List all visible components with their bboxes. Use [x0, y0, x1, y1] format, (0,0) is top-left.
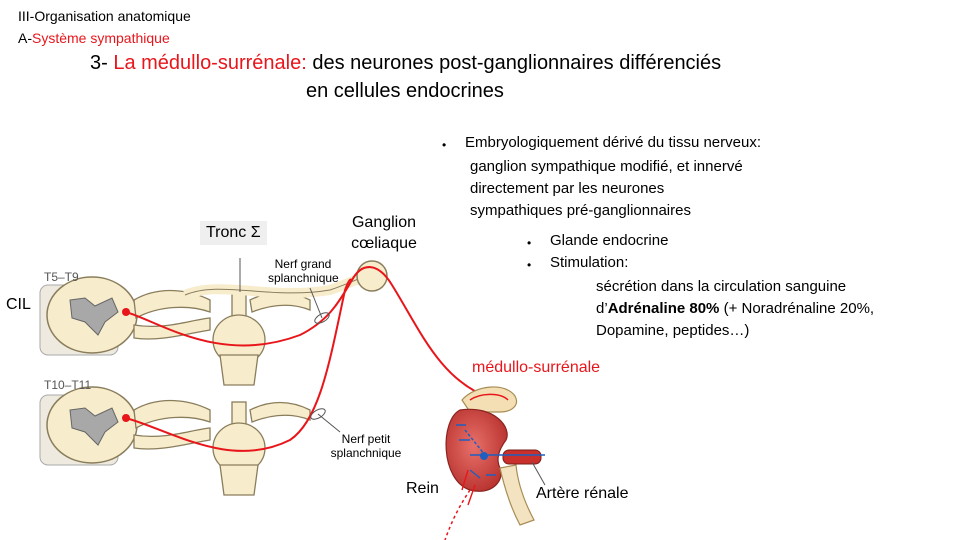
red-fiber-dashed: [444, 489, 471, 540]
label-rein: Rein: [406, 480, 439, 497]
bullet-1-line4: sympathiques pré-ganglionnaires: [470, 202, 691, 219]
bullet-3-detail-line2: d’Adrénaline 80% (+ Noradrénaline 20%,: [596, 298, 874, 320]
breadcrumb-prefix: A-: [18, 30, 32, 46]
detail-rest: (+ Noradrénaline 20%,: [719, 300, 875, 317]
label-nerf-petit-line1: Nerf petit: [341, 432, 391, 446]
blue-nerve-dashed: [464, 429, 486, 456]
label-cil: CIL: [6, 296, 31, 313]
spinal-cord-lower: [39, 386, 211, 466]
leader-nerf-petit: [317, 413, 341, 433]
bullet-3-detail-line3: Dopamine, peptides…): [596, 322, 750, 339]
red-nerve-marks: [461, 469, 476, 506]
preganglionic-fiber-upper: [125, 266, 491, 399]
ureter: [499, 464, 535, 526]
title-number: 3-: [90, 52, 114, 74]
kidney-group: [444, 386, 545, 540]
bullet-dot-2: •: [527, 236, 532, 250]
adrenal-gland: [461, 386, 518, 413]
breadcrumb-subsection: A-Système sympathique: [18, 30, 170, 46]
label-artere-renale: Artère rénale: [536, 485, 629, 502]
breadcrumb-line1: III-Organisation anatomique: [18, 8, 191, 24]
label-nerf-grand-line1: Nerf grand: [274, 257, 332, 271]
adrenal-medulla-fibers: [469, 393, 509, 401]
nerve-bundle-upper-outline: [184, 275, 367, 296]
bullet-1-line1: Embryologiquement dérivé du tissu nerveu…: [465, 134, 761, 151]
leader-artere: [531, 461, 546, 486]
nerve-loop-petit: [310, 408, 326, 420]
breadcrumb-section: III-Organisation anatomique: [18, 8, 191, 24]
spinal-cord-upper: [39, 276, 211, 356]
label-ganglion-line1: Ganglion: [351, 214, 417, 231]
renal-artery: [502, 449, 542, 465]
label-nerf-grand: Nerf grand splanchnique: [268, 257, 339, 285]
breadcrumb-red: Système sympathique: [32, 30, 170, 46]
nerve-loop-grand: [314, 312, 330, 324]
detail-prefix: d’: [596, 300, 608, 317]
label-tronc: Tronc Σ: [200, 221, 267, 245]
title-red-part: La médullo-surrénale:: [113, 52, 307, 74]
sympathetic-trunk-lower: [212, 401, 311, 496]
label-nerf-petit: Nerf petit splanchnique: [326, 432, 406, 460]
label-nerf-grand-line2: splanchnique: [268, 271, 339, 285]
leader-nerf-grand: [309, 287, 323, 319]
page-title: 3- La médullo-surrénale: des neurones po…: [90, 52, 721, 75]
sympathetic-trunk-upper: [212, 291, 311, 386]
bullet-1-line2: ganglion sympathique modifié, et innervé: [470, 158, 743, 175]
blue-ganglion-dot: [480, 452, 488, 460]
adrenaline-bold: Adrénaline 80%: [607, 300, 720, 317]
bullet-2: Glande endocrine: [550, 232, 669, 249]
preganglionic-fiber-lower: [125, 278, 353, 452]
page-title-line2: en cellules endocrines: [306, 80, 504, 102]
label-t5-t9: T5–T9: [44, 270, 79, 284]
label-medullo-surrenale: médullo-surrénale: [472, 359, 601, 376]
label-ganglion-line2: cœliaque: [351, 235, 417, 252]
kidney: [445, 408, 508, 492]
bullet-3: Stimulation:: [550, 254, 629, 271]
title-rest: des neurones post-ganglionnaires différe…: [306, 52, 722, 74]
label-nerf-petit-line2: splanchnique: [330, 446, 402, 460]
blue-nerve-marks: [456, 424, 496, 479]
label-ganglion: Ganglion cœliaque: [346, 212, 422, 254]
bullet-1-line3: directement par les neurones: [470, 180, 665, 197]
bullet-dot-3: •: [527, 258, 532, 272]
label-t10-t11: T10–T11: [44, 378, 92, 392]
bullet-dot-1: •: [442, 138, 447, 152]
bullet-3-detail-line1: sécrétion dans la circulation sanguine: [596, 278, 847, 295]
celiac-ganglion: [356, 260, 388, 292]
